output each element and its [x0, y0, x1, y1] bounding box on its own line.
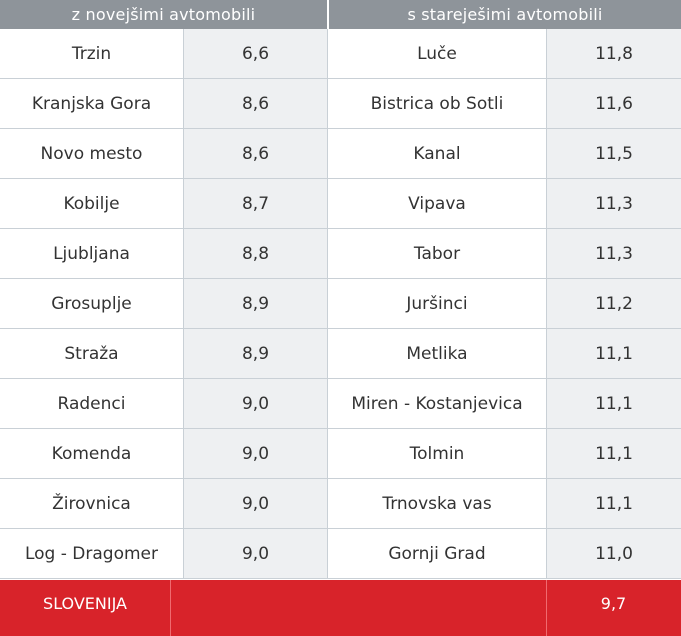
- older-value-cell: 11,6: [546, 79, 681, 128]
- older-value-cell: 11,5: [546, 129, 681, 178]
- newer-value-cell: 9,0: [183, 529, 328, 578]
- table-row: Žirovnica 9,0 Trnovska vas 11,1: [0, 479, 681, 529]
- older-place-cell: Gornji Grad: [328, 529, 546, 578]
- older-value-cell: 11,3: [546, 179, 681, 228]
- older-value-cell: 11,1: [546, 329, 681, 378]
- table-row: Komenda 9,0 Tolmin 11,1: [0, 429, 681, 479]
- older-place-cell: Vipava: [328, 179, 546, 228]
- table-body: Trzin 6,6 Luče 11,8 Kranjska Gora 8,6 Bistrica…: [0, 29, 681, 580]
- newer-place-cell: Radenci: [0, 379, 183, 428]
- older-value-cell: 11,1: [546, 479, 681, 528]
- older-value-cell: 11,3: [546, 229, 681, 278]
- newer-place-cell: Kranjska Gora: [0, 79, 183, 128]
- footer-value: 9,7: [600, 594, 627, 613]
- table-row: Ljubljana 8,8 Tabor 11,3: [0, 229, 681, 279]
- newer-value-cell: 8,9: [183, 279, 328, 328]
- newer-place-cell: Straža: [0, 329, 183, 378]
- newer-place-cell: Ljubljana: [0, 229, 183, 278]
- table-header: z novejšimi avtomobili s stareješimi avt…: [0, 0, 681, 29]
- newer-place-cell: Novo mesto: [0, 129, 183, 178]
- older-place-cell: Tabor: [328, 229, 546, 278]
- newer-value-cell: 9,0: [183, 479, 328, 528]
- footer-separator: [546, 580, 547, 636]
- newer-value-cell: 8,6: [183, 129, 328, 178]
- table-row: Novo mesto 8,6 Kanal 11,5: [0, 129, 681, 179]
- newer-place-cell: Komenda: [0, 429, 183, 478]
- older-place-cell: Kanal: [328, 129, 546, 178]
- older-place-cell: Juršinci: [328, 279, 546, 328]
- header-newer-cars: z novejšimi avtomobili: [0, 0, 327, 29]
- newer-value-cell: 8,6: [183, 79, 328, 128]
- newer-value-cell: 8,9: [183, 329, 328, 378]
- table-row: Trzin 6,6 Luče 11,8: [0, 29, 681, 79]
- header-older-cars: s stareješimi avtomobili: [329, 0, 681, 29]
- older-value-cell: 11,8: [546, 29, 681, 78]
- newer-place-cell: Kobilje: [0, 179, 183, 228]
- newer-value-cell: 8,8: [183, 229, 328, 278]
- older-place-cell: Bistrica ob Sotli: [328, 79, 546, 128]
- table-row: Log - Dragomer 9,0 Gornji Grad 11,0: [0, 529, 681, 579]
- footer-label: SLOVENIJA: [43, 594, 127, 613]
- table-row: Kobilje 8,7 Vipava 11,3: [0, 179, 681, 229]
- older-value-cell: 11,1: [546, 429, 681, 478]
- newer-value-cell: 9,0: [183, 379, 328, 428]
- table-row: Radenci 9,0 Miren - Kostanjevica 11,1: [0, 379, 681, 429]
- newer-value-cell: 8,7: [183, 179, 328, 228]
- newer-place-cell: Log - Dragomer: [0, 529, 183, 578]
- older-place-cell: Trnovska vas: [328, 479, 546, 528]
- table-row: Grosuplje 8,9 Juršinci 11,2: [0, 279, 681, 329]
- footer-separator: [170, 580, 171, 636]
- newer-place-cell: Trzin: [0, 29, 183, 78]
- newer-place-cell: Grosuplje: [0, 279, 183, 328]
- table-row: Kranjska Gora 8,6 Bistrica ob Sotli 11,6: [0, 79, 681, 129]
- older-value-cell: 11,0: [546, 529, 681, 578]
- older-place-cell: Miren - Kostanjevica: [328, 379, 546, 428]
- older-value-cell: 11,2: [546, 279, 681, 328]
- older-place-cell: Metlika: [328, 329, 546, 378]
- table-row: Straža 8,9 Metlika 11,1: [0, 329, 681, 379]
- older-place-cell: Luče: [328, 29, 546, 78]
- newer-value-cell: 6,6: [183, 29, 328, 78]
- newer-place-cell: Žirovnica: [0, 479, 183, 528]
- older-value-cell: 11,1: [546, 379, 681, 428]
- older-place-cell: Tolmin: [328, 429, 546, 478]
- newer-value-cell: 9,0: [183, 429, 328, 478]
- table-footer-row: SLOVENIJA 9,7: [0, 580, 681, 636]
